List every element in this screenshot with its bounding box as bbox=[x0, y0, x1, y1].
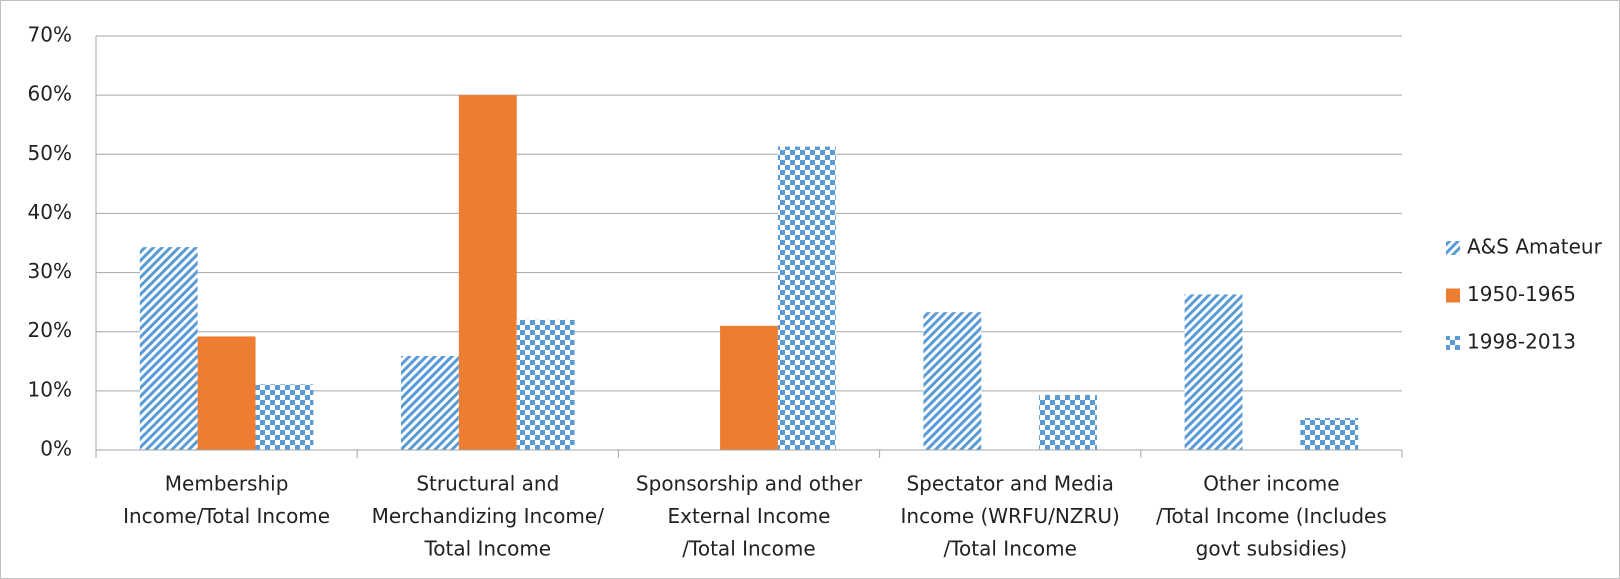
x-tick-label: Structural and bbox=[416, 472, 559, 496]
x-tick-label: Membership bbox=[165, 472, 289, 496]
x-tick-label: govt subsidies) bbox=[1196, 537, 1348, 561]
bar bbox=[255, 384, 314, 450]
bar bbox=[1184, 294, 1243, 450]
legend-swatch bbox=[1446, 288, 1460, 303]
bar bbox=[458, 95, 517, 451]
y-tick-label: 10% bbox=[28, 377, 72, 401]
y-tick-label: 70% bbox=[28, 23, 72, 47]
legend-label: 1950-1965 bbox=[1467, 282, 1576, 306]
x-tick-label: /Total Income (Includes bbox=[1156, 504, 1387, 528]
x-tick-label: Other income bbox=[1203, 472, 1339, 496]
y-tick-label: 60% bbox=[28, 82, 72, 106]
bar bbox=[777, 146, 836, 450]
legend-label: 1998-2013 bbox=[1467, 330, 1576, 354]
bar bbox=[401, 355, 459, 450]
x-tick-label: Merchandizing Income/ bbox=[372, 504, 605, 528]
legend-label: A&S Amateur bbox=[1467, 235, 1603, 259]
bar bbox=[1300, 418, 1359, 450]
bar bbox=[516, 319, 575, 450]
legend-swatch bbox=[1446, 336, 1460, 350]
legend-swatch bbox=[1446, 241, 1460, 255]
y-tick-label: 40% bbox=[28, 200, 72, 224]
x-tick-label: Income (WRFU/NZRU) bbox=[901, 504, 1120, 528]
y-tick-label: 20% bbox=[28, 318, 72, 342]
x-tick-label: Sponsorship and other bbox=[636, 472, 863, 496]
y-tick-label: 0% bbox=[40, 437, 72, 461]
bar bbox=[139, 247, 198, 450]
x-tick-label: Spectator and Media bbox=[906, 472, 1114, 496]
y-tick-label: 30% bbox=[28, 259, 72, 283]
x-tick-label: /Total Income bbox=[682, 537, 815, 561]
bar bbox=[923, 312, 982, 450]
x-tick-label: /Total Income bbox=[943, 537, 1076, 561]
bar bbox=[1039, 394, 1097, 450]
bar bbox=[197, 336, 256, 450]
x-tick-label: Income/Total Income bbox=[123, 504, 330, 528]
y-tick-label: 50% bbox=[28, 141, 72, 165]
bar bbox=[720, 325, 778, 450]
x-tick-label: External Income bbox=[668, 504, 831, 528]
x-tick-label: Total Income bbox=[423, 537, 551, 561]
